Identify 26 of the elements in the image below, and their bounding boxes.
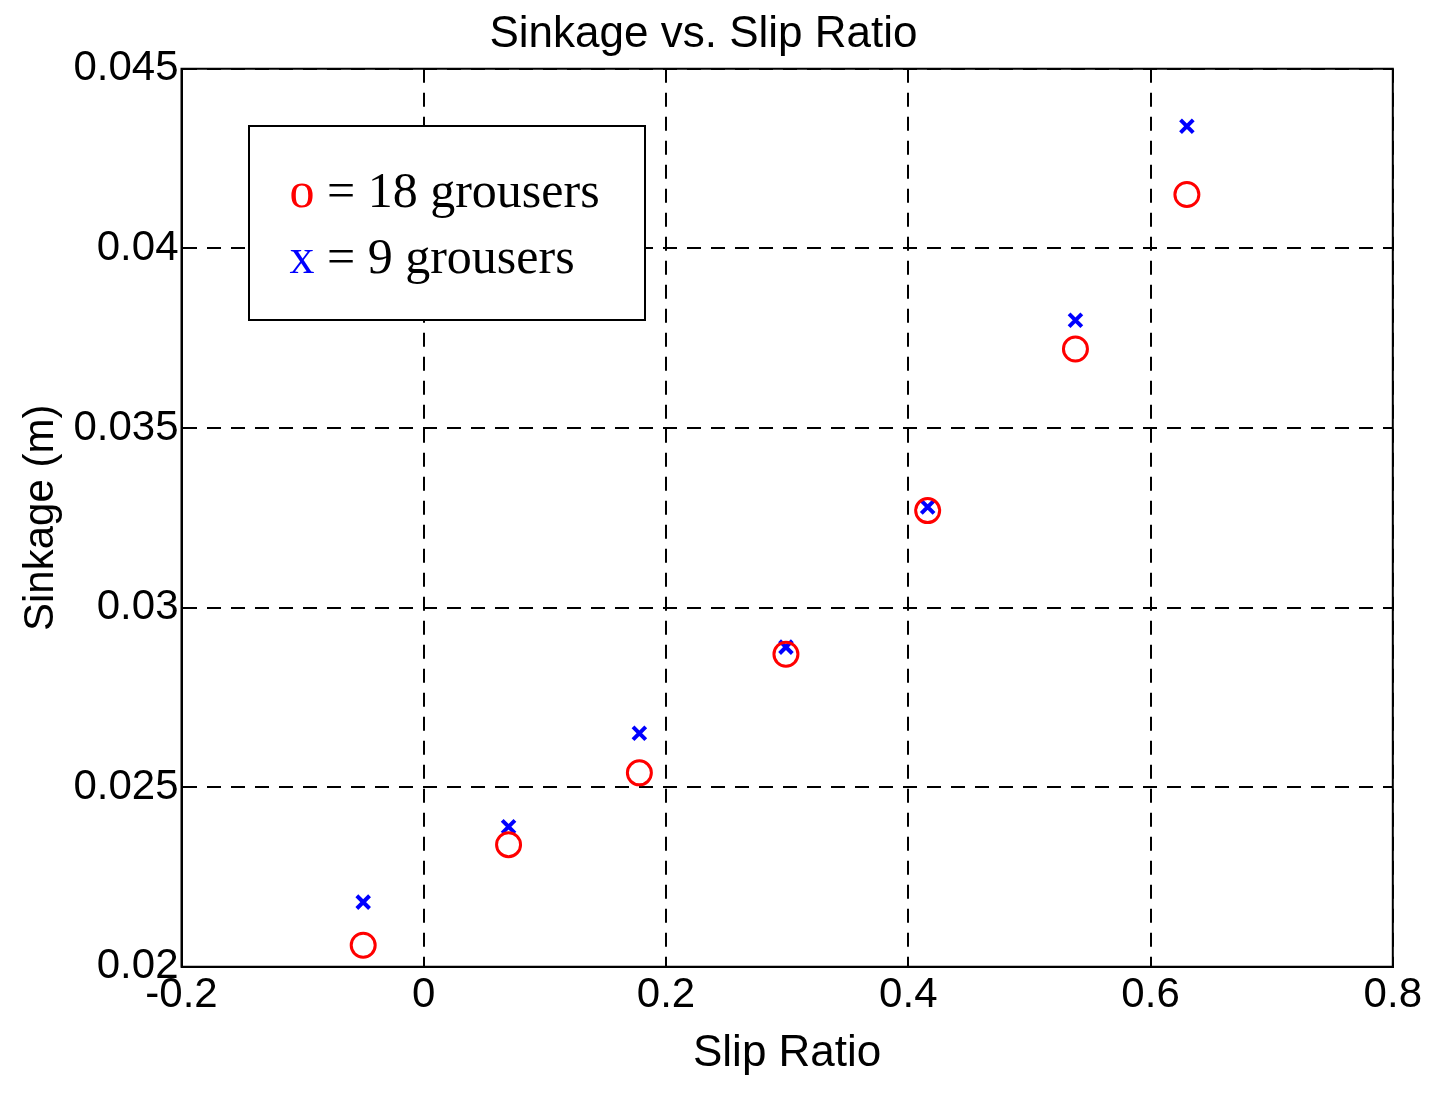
x-tick-label: 0.4	[879, 968, 938, 1016]
point	[1178, 117, 1196, 135]
point	[914, 497, 942, 525]
point	[1061, 335, 1089, 363]
x-tick-label: 0	[412, 968, 436, 1016]
point	[772, 640, 800, 668]
text: o = 18 grousers	[289, 160, 600, 220]
y-tick-label: 0.025	[73, 760, 179, 808]
x-axis-title: Slip Ratio	[693, 1025, 882, 1075]
point	[354, 893, 372, 911]
y-tick-label: 0.04	[96, 221, 179, 269]
y-tick-label: 0.035	[73, 401, 179, 449]
x-tick-label: 0.8	[1363, 968, 1422, 1016]
x-tick-label: 0.2	[636, 968, 696, 1016]
y-axis-title: Sinkage (m)	[14, 404, 62, 631]
point	[631, 724, 648, 742]
y-tick-label: 0.03	[96, 581, 179, 629]
text: x = 9 grousers	[289, 226, 576, 286]
point	[625, 759, 653, 787]
point	[1173, 181, 1201, 209]
point	[1067, 311, 1084, 329]
point	[495, 831, 523, 859]
point	[349, 931, 377, 959]
chart-title: Sinkage vs. Slip Ratio	[489, 6, 918, 56]
y-tick-label: 0.045	[73, 42, 179, 90]
x-tick-label: 0.6	[1121, 968, 1180, 1016]
